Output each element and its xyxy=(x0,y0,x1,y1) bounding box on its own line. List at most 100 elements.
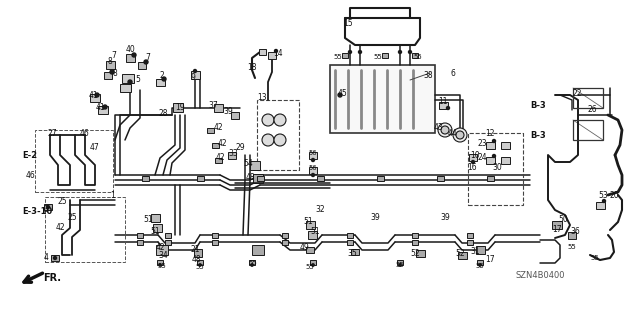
Text: 9: 9 xyxy=(191,73,195,83)
Bar xyxy=(552,221,562,229)
Text: 22: 22 xyxy=(572,88,582,98)
Bar xyxy=(150,214,159,222)
Circle shape xyxy=(479,264,481,266)
Bar xyxy=(45,197,125,262)
Text: 14: 14 xyxy=(273,48,283,57)
Bar xyxy=(228,152,236,159)
Circle shape xyxy=(251,264,253,266)
Circle shape xyxy=(453,128,467,142)
Text: 46: 46 xyxy=(80,129,90,137)
Text: 19: 19 xyxy=(175,103,185,113)
Circle shape xyxy=(438,123,452,137)
Bar xyxy=(152,224,161,232)
Text: 48: 48 xyxy=(191,256,201,264)
Text: 20: 20 xyxy=(609,190,619,199)
Text: 36: 36 xyxy=(570,227,580,236)
Text: 26: 26 xyxy=(587,106,597,115)
Bar xyxy=(310,259,316,264)
Text: 42: 42 xyxy=(217,138,227,147)
Text: 54: 54 xyxy=(243,159,253,167)
Bar xyxy=(51,255,59,261)
Circle shape xyxy=(262,134,274,146)
Bar xyxy=(122,73,134,83)
Bar xyxy=(44,204,52,210)
Text: 56: 56 xyxy=(308,150,317,156)
Bar xyxy=(469,153,477,160)
Bar xyxy=(120,84,131,92)
Bar xyxy=(397,259,403,264)
Bar xyxy=(268,51,276,58)
Bar xyxy=(196,175,204,181)
Bar xyxy=(486,157,495,164)
Bar xyxy=(342,53,348,57)
Bar xyxy=(282,233,288,238)
Bar xyxy=(477,259,483,264)
Bar xyxy=(259,49,266,55)
Text: 3: 3 xyxy=(44,205,49,214)
Text: 39: 39 xyxy=(223,108,233,116)
Bar xyxy=(412,233,418,238)
Bar xyxy=(257,100,299,170)
Bar xyxy=(212,240,218,244)
Circle shape xyxy=(602,199,605,203)
Circle shape xyxy=(132,53,136,57)
Text: 56: 56 xyxy=(308,165,317,171)
Text: 42: 42 xyxy=(155,242,165,251)
Text: 49: 49 xyxy=(299,243,309,253)
Text: 55: 55 xyxy=(248,260,257,266)
Bar xyxy=(211,143,218,147)
Bar xyxy=(309,167,317,174)
Bar xyxy=(250,160,260,169)
Circle shape xyxy=(493,154,495,158)
Circle shape xyxy=(358,50,362,54)
Bar xyxy=(231,112,239,118)
Text: 16: 16 xyxy=(467,164,477,173)
Text: 46: 46 xyxy=(25,170,35,180)
Text: SZN4B0400: SZN4B0400 xyxy=(515,271,564,279)
Circle shape xyxy=(199,264,201,266)
Text: 55: 55 xyxy=(396,262,404,268)
Circle shape xyxy=(47,205,49,209)
Bar xyxy=(207,128,214,132)
Bar xyxy=(197,259,203,264)
Text: 41: 41 xyxy=(95,103,105,113)
Bar xyxy=(90,94,100,102)
Bar xyxy=(212,233,218,238)
Text: 21: 21 xyxy=(190,246,200,255)
Bar xyxy=(106,61,115,69)
Text: 50: 50 xyxy=(558,216,568,225)
Bar xyxy=(141,175,148,181)
Bar xyxy=(194,249,202,257)
Circle shape xyxy=(193,70,196,72)
Bar xyxy=(173,102,183,112)
Text: FR.: FR. xyxy=(43,273,61,283)
Bar xyxy=(500,142,509,149)
Bar xyxy=(467,233,473,238)
Text: 55: 55 xyxy=(306,264,314,270)
Bar xyxy=(438,101,447,108)
Text: B-3: B-3 xyxy=(530,130,546,139)
Text: 29: 29 xyxy=(235,144,245,152)
Circle shape xyxy=(274,114,286,126)
Circle shape xyxy=(144,60,148,64)
Bar xyxy=(249,259,255,264)
Text: 42: 42 xyxy=(213,123,223,132)
Bar xyxy=(568,232,576,239)
Text: 55: 55 xyxy=(196,264,204,270)
Bar xyxy=(282,240,288,244)
Text: 27: 27 xyxy=(47,129,57,137)
Text: 33: 33 xyxy=(228,149,238,158)
Text: 42: 42 xyxy=(215,153,225,162)
Circle shape xyxy=(312,264,314,266)
Circle shape xyxy=(159,264,161,266)
Circle shape xyxy=(110,70,114,74)
Bar xyxy=(317,175,323,181)
Text: 52: 52 xyxy=(455,249,465,257)
Bar xyxy=(467,240,473,244)
Circle shape xyxy=(441,126,449,134)
Text: 51: 51 xyxy=(150,227,160,236)
Text: 12: 12 xyxy=(485,129,495,137)
Text: 55: 55 xyxy=(374,54,382,60)
Text: 25: 25 xyxy=(57,197,67,206)
Bar xyxy=(252,245,264,255)
